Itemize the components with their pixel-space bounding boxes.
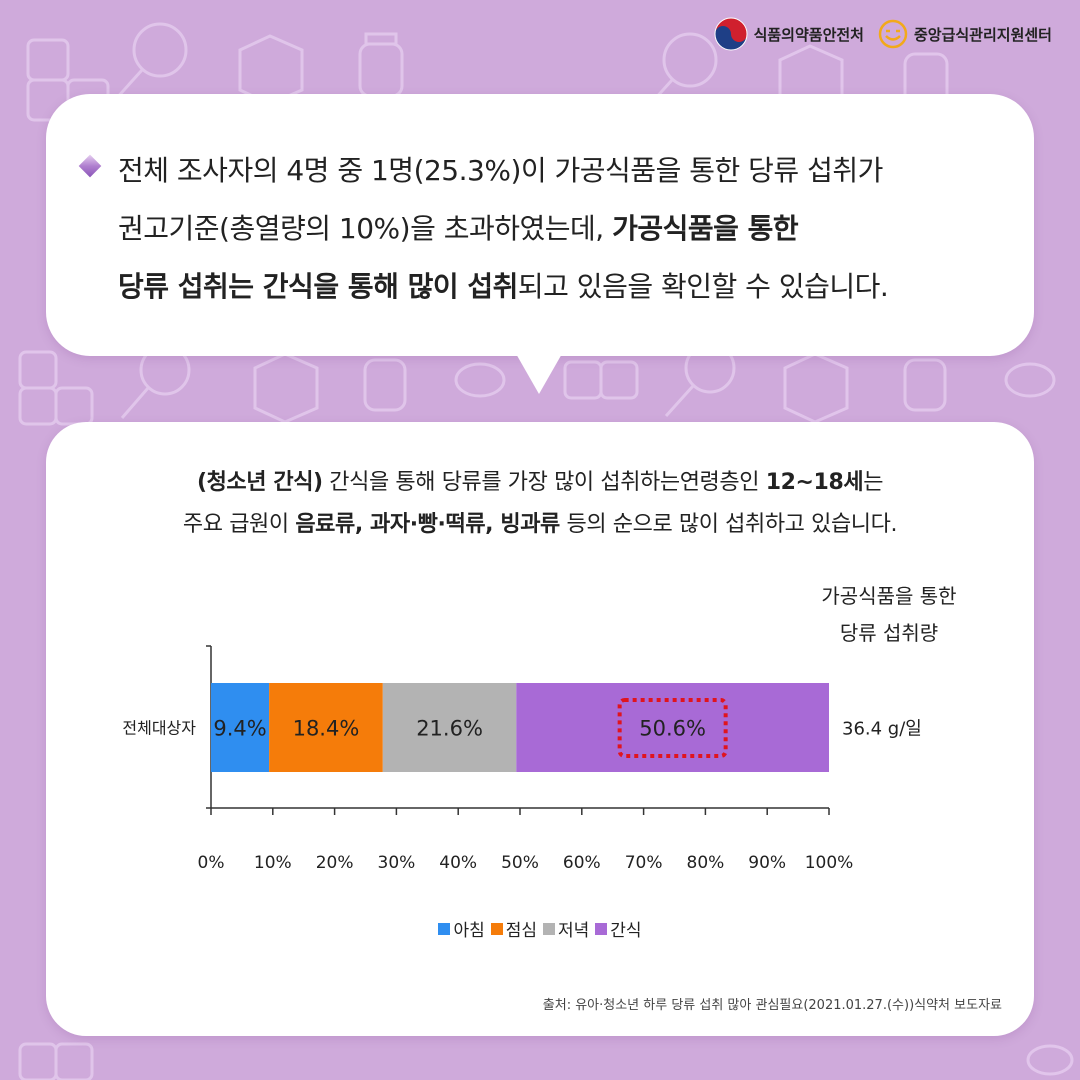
legend-swatch bbox=[438, 922, 451, 935]
x-tick-label: 20% bbox=[316, 853, 354, 873]
data-label: 9.4% bbox=[213, 717, 266, 741]
bar-segment-1 bbox=[211, 683, 270, 772]
x-tick-label: 10% bbox=[254, 853, 292, 873]
x-tick-label: 100% bbox=[805, 853, 854, 873]
description-plain-1: 간식을 통해 당류를 가장 많이 섭취하는연령층인 bbox=[322, 470, 766, 495]
bar-segment-3 bbox=[382, 683, 517, 772]
bar-segment-4 bbox=[516, 683, 829, 772]
total-header-line-2: 당류 섭취량 bbox=[840, 621, 938, 645]
speech-bubble-tail bbox=[515, 352, 563, 394]
bar-segment-2 bbox=[269, 683, 383, 772]
description-plain-3: 주요 급원이 bbox=[182, 512, 296, 537]
legend-swatch bbox=[490, 922, 503, 935]
x-tick-label: 70% bbox=[625, 853, 663, 873]
legend-label: 간식 bbox=[610, 921, 642, 941]
sugar-cube-icon bbox=[18, 350, 94, 426]
center-logo-text: 중앙급식관리지원센터 bbox=[913, 25, 1052, 44]
description-line-2: 주요 급원이 음료류, 과자·빵·떡류, 빙과류 등의 순으로 많이 섭취하고 … bbox=[0, 504, 1080, 546]
description-line-1: (청소년 간식) 간식을 통해 당류를 가장 많이 섭취하는연령층인 12~18… bbox=[0, 462, 1080, 504]
legend-item: 저녁 bbox=[543, 916, 589, 941]
description-bold-3: 음료류, 과자·빵·떡류, 빙과류 bbox=[295, 512, 560, 537]
mfds-logo-text: 식품의약품안전처 bbox=[753, 25, 864, 44]
legend-item: 아침 bbox=[438, 916, 485, 941]
intro-line-3: 당류 섭취는 간식을 통해 많이 섭취되고 있음을 확인할 수 있습니다. bbox=[118, 258, 1018, 316]
header-logos: 식품의약품안전처 중앙급식관리지원센터 bbox=[714, 16, 1052, 52]
intro-line-2-bold: 가공식품을 통한 bbox=[612, 212, 799, 245]
jar-icon bbox=[903, 358, 947, 412]
legend-label: 점심 bbox=[505, 921, 537, 941]
intro-text: 전체 조사자의 4명 중 1명(25.3%)이 가공식품을 통한 당류 섭취가 … bbox=[118, 142, 1018, 316]
x-tick-label: 50% bbox=[501, 853, 539, 873]
description-plain-4: 등의 순으로 많이 섭취하고 있습니다. bbox=[559, 512, 898, 537]
data-label: 21.6% bbox=[416, 717, 483, 741]
highlight-box bbox=[617, 698, 728, 758]
intro-line-1: 전체 조사자의 4명 중 1명(25.3%)이 가공식품을 통한 당류 섭취가 bbox=[118, 154, 883, 187]
jar-icon bbox=[363, 358, 407, 412]
x-tick-label: 80% bbox=[687, 853, 725, 873]
legend-swatch bbox=[543, 922, 555, 935]
sugar-box-icon bbox=[238, 34, 304, 106]
data-label: 18.4% bbox=[293, 717, 360, 741]
x-tick-label: 30% bbox=[378, 853, 416, 873]
legend-item: 점심 bbox=[490, 916, 537, 941]
mfds-logo: 식품의약품안전처 bbox=[714, 17, 864, 51]
x-tick-label: 40% bbox=[439, 853, 477, 873]
chart-description: (청소년 간식) 간식을 통해 당류를 가장 많이 섭취하는연령층인 12~18… bbox=[0, 462, 1080, 546]
total-value: 36.4 g/일 bbox=[842, 719, 922, 740]
x-tick-label: 0% bbox=[198, 853, 225, 873]
candy-icon bbox=[1026, 1044, 1074, 1076]
category-label: 전체대상자 bbox=[122, 719, 196, 738]
chart-labels: 0% 10% 20% 30% 40% 50% 60% 70% 80% 90% 100% 전체대상자 9.… bbox=[122, 584, 956, 873]
intro-line-3-plain: 되고 있음을 확인할 수 있습니다. bbox=[517, 270, 889, 303]
intro-line-2-plain: 권고기준(총열량의 10%)을 초과하였는데, bbox=[118, 212, 613, 245]
chart-legend: 아침 점심 저녁 간식 bbox=[0, 916, 1080, 941]
candy-icon bbox=[1004, 362, 1056, 398]
total-header-line-1: 가공식품을 통한 bbox=[821, 584, 956, 608]
smile-icon bbox=[878, 19, 908, 49]
center-logo: 중앙급식관리지원센터 bbox=[878, 19, 1052, 49]
intro-line-2: 권고기준(총열량의 10%)을 초과하였는데, 가공식품을 통한 bbox=[118, 200, 1018, 258]
legend-swatch bbox=[595, 922, 608, 935]
description-bold-2: 12~18세 bbox=[765, 470, 864, 495]
candy-icon bbox=[454, 362, 506, 398]
chart-bars bbox=[211, 683, 829, 772]
intro-speech-bubble bbox=[46, 94, 1034, 356]
intro-line-3-bold: 당류 섭취는 간식을 통해 많이 섭취 bbox=[118, 270, 518, 303]
x-tick-label: 90% bbox=[748, 853, 786, 873]
description-bold-1: (청소년 간식) bbox=[196, 470, 323, 495]
data-label: 50.6% bbox=[639, 717, 706, 741]
description-plain-2: 는 bbox=[863, 470, 884, 495]
sugar-cube-icon bbox=[563, 360, 639, 400]
legend-item: 간식 bbox=[595, 916, 642, 941]
legend-label: 아침 bbox=[453, 921, 485, 941]
legend-label: 저녁 bbox=[558, 921, 590, 941]
x-tick-label: 60% bbox=[563, 853, 601, 873]
taegeuk-icon bbox=[714, 17, 748, 51]
sugar-cube-icon bbox=[18, 1042, 94, 1080]
source-note: 출처: 유아·청소년 하루 당류 섭취 많아 관심필요(2021.01.27.(… bbox=[542, 998, 1002, 1013]
